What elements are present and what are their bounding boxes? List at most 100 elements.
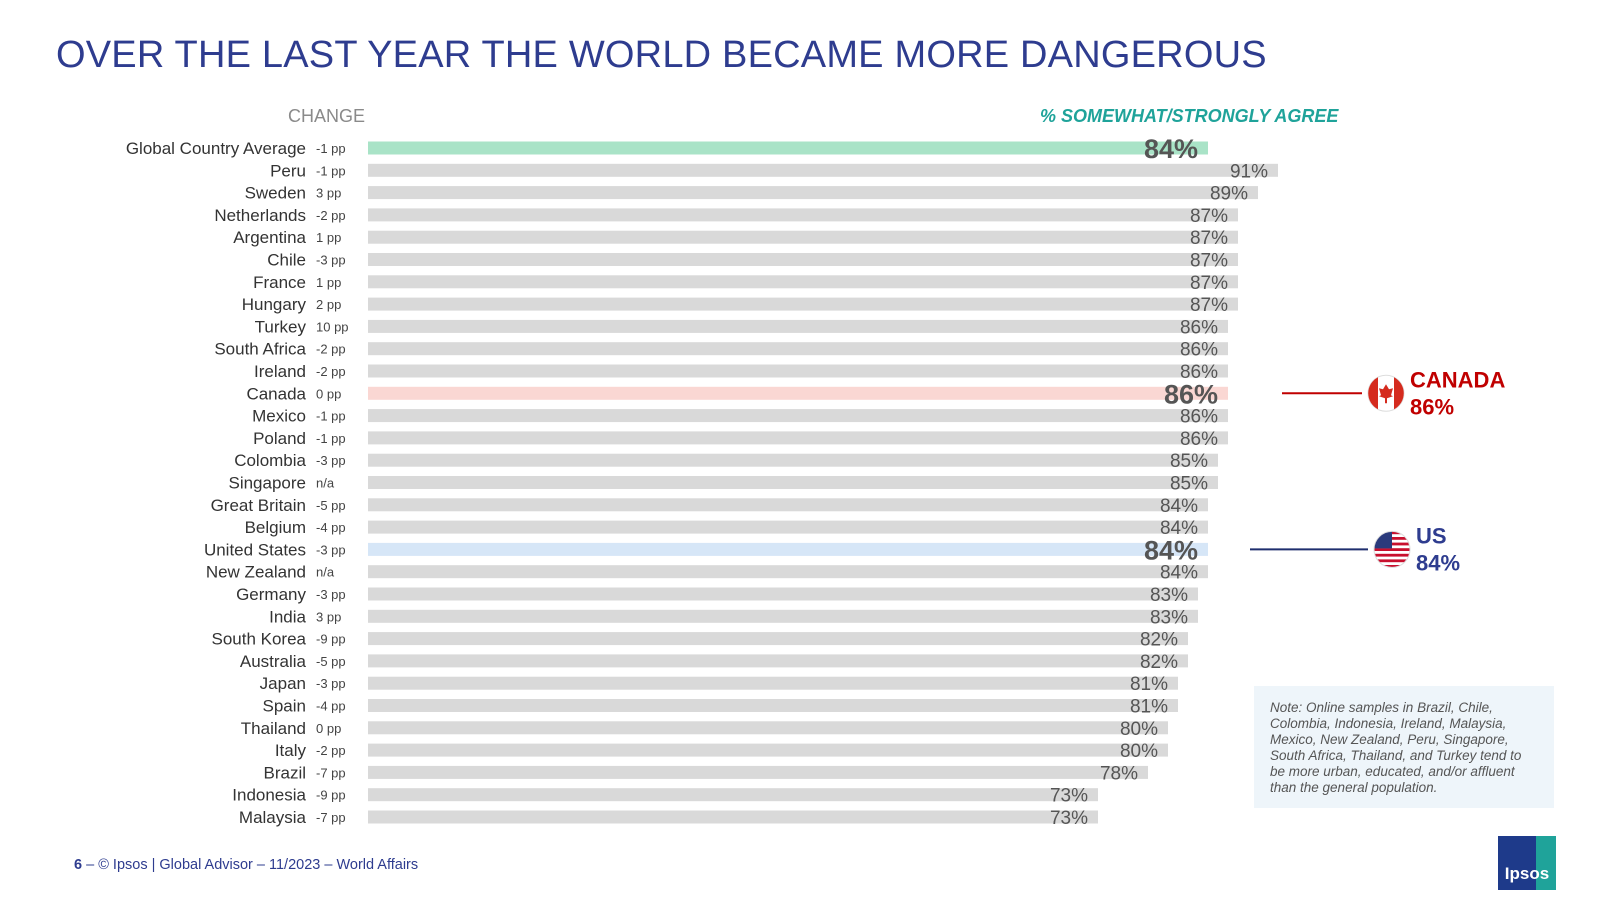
bar-malaysia bbox=[368, 810, 1098, 824]
change-label: -5 pp bbox=[316, 498, 346, 513]
bar-belgium bbox=[368, 520, 1208, 534]
country-label: Turkey bbox=[255, 317, 307, 336]
bar-brazil bbox=[368, 765, 1148, 779]
change-label: -5 pp bbox=[316, 654, 346, 669]
country-label: Italy bbox=[275, 741, 307, 760]
bar-france bbox=[368, 275, 1238, 289]
value-label: 91% bbox=[1230, 161, 1268, 182]
change-label: -4 pp bbox=[316, 699, 346, 714]
note-box: Note: Online samples in Brazil, Chile, C… bbox=[1254, 686, 1554, 808]
value-label: 85% bbox=[1170, 474, 1208, 495]
bar-hungary bbox=[368, 297, 1238, 311]
footer: 6 – © Ipsos | Global Advisor – 11/2023 –… bbox=[74, 857, 418, 873]
change-label: -7 pp bbox=[316, 810, 346, 825]
change-label: -4 pp bbox=[316, 520, 346, 535]
country-label: Singapore bbox=[228, 474, 306, 493]
bar-argentina bbox=[368, 230, 1238, 244]
value-label: 87% bbox=[1190, 273, 1228, 294]
bar-india bbox=[368, 609, 1198, 623]
bar-chile bbox=[368, 253, 1238, 266]
change-label: -7 pp bbox=[316, 765, 346, 780]
country-label: Malaysia bbox=[239, 808, 307, 827]
bar-mexico bbox=[368, 409, 1228, 423]
value-label: 86% bbox=[1164, 379, 1218, 409]
change-label: -2 pp bbox=[316, 208, 346, 223]
bar-indonesia bbox=[368, 788, 1098, 802]
country-label: Great Britain bbox=[211, 496, 306, 515]
country-label: Ireland bbox=[254, 362, 306, 381]
bar-netherlands bbox=[368, 208, 1238, 222]
country-label: Argentina bbox=[233, 228, 306, 247]
bar-new-zealand bbox=[368, 565, 1208, 579]
bar-peru bbox=[368, 163, 1278, 177]
country-label: Peru bbox=[270, 161, 306, 180]
value-label: 86% bbox=[1180, 407, 1218, 428]
bar-singapore bbox=[368, 476, 1218, 489]
value-label: 80% bbox=[1120, 741, 1158, 762]
country-label: Brazil bbox=[263, 763, 306, 782]
country-label: Thailand bbox=[241, 719, 306, 738]
bar-ireland bbox=[368, 364, 1228, 378]
change-label: 0 pp bbox=[316, 721, 341, 736]
country-label: Indonesia bbox=[232, 786, 306, 805]
country-label: South Africa bbox=[214, 340, 306, 359]
change-label: n/a bbox=[316, 565, 335, 580]
bar-germany bbox=[368, 587, 1198, 601]
country-label: Hungary bbox=[242, 295, 307, 314]
country-label: Australia bbox=[240, 652, 307, 671]
footer-separator: – bbox=[82, 857, 99, 873]
change-label: -3 pp bbox=[316, 587, 346, 602]
footer-text: © Ipsos | Global Advisor – 11/2023 – Wor… bbox=[98, 857, 419, 873]
change-label: -3 pp bbox=[316, 542, 346, 557]
value-label: 81% bbox=[1130, 697, 1168, 718]
bar-sweden bbox=[368, 186, 1258, 200]
us-callout-value: 84% bbox=[1416, 550, 1460, 575]
change-label: n/a bbox=[316, 476, 335, 491]
canada-flag-icon bbox=[1367, 374, 1405, 412]
value-label: 87% bbox=[1190, 251, 1228, 272]
value-label: 87% bbox=[1190, 295, 1228, 316]
change-label: 2 pp bbox=[316, 297, 341, 312]
value-label: 89% bbox=[1210, 184, 1248, 205]
value-label: 86% bbox=[1180, 362, 1218, 383]
value-label: 85% bbox=[1170, 451, 1208, 472]
us-callout-name: US bbox=[1416, 523, 1447, 548]
value-label: 82% bbox=[1140, 652, 1178, 673]
country-label: Global Country Average bbox=[126, 139, 306, 158]
value-label: 83% bbox=[1150, 607, 1188, 628]
change-label: -9 pp bbox=[316, 788, 346, 803]
value-label: 87% bbox=[1190, 228, 1228, 249]
agree-column-header: % SOMEWHAT/STRONGLY AGREE bbox=[1040, 106, 1339, 126]
value-label: 73% bbox=[1050, 786, 1088, 807]
value-label: 73% bbox=[1050, 808, 1088, 829]
value-label: 83% bbox=[1150, 585, 1188, 606]
bar-south-africa bbox=[368, 342, 1228, 356]
value-label: 84% bbox=[1160, 496, 1198, 517]
change-label: -3 pp bbox=[316, 253, 346, 268]
logo-text: Ipsos bbox=[1504, 864, 1550, 883]
country-label: Mexico bbox=[252, 407, 306, 426]
value-label: 80% bbox=[1120, 719, 1158, 740]
country-label: Poland bbox=[253, 429, 306, 448]
country-label: South Korea bbox=[211, 630, 306, 649]
change-label: 3 pp bbox=[316, 186, 341, 201]
change-label: -9 pp bbox=[316, 632, 346, 647]
bar-colombia bbox=[368, 453, 1218, 467]
canada-callout-name: CANADA bbox=[1410, 367, 1505, 392]
value-label: 84% bbox=[1160, 563, 1198, 584]
change-label: 0 pp bbox=[316, 386, 341, 401]
value-label: 84% bbox=[1144, 535, 1198, 565]
country-label: Sweden bbox=[245, 184, 306, 203]
change-label: -2 pp bbox=[316, 364, 346, 379]
change-label: 1 pp bbox=[316, 230, 341, 245]
change-label: -3 pp bbox=[316, 453, 346, 468]
change-label: -1 pp bbox=[316, 163, 346, 178]
bar-canada bbox=[368, 386, 1228, 400]
country-label: Netherlands bbox=[214, 206, 306, 225]
country-label: India bbox=[269, 607, 306, 626]
country-label: New Zealand bbox=[206, 563, 306, 582]
country-label: Belgium bbox=[245, 518, 306, 537]
change-label: -1 pp bbox=[316, 409, 346, 424]
ipsos-logo-accent bbox=[1536, 836, 1556, 890]
country-label: United States bbox=[204, 540, 306, 559]
